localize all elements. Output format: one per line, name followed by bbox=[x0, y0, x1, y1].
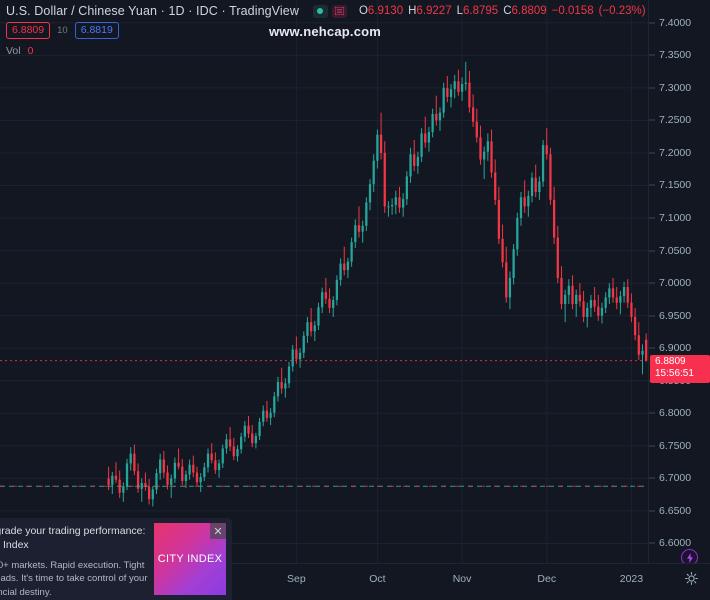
ad-title: Upgrade your trading performance: City I… bbox=[0, 525, 146, 551]
close-icon[interactable]: ✕ bbox=[210, 523, 226, 539]
ad-brand-label: CITY INDEX bbox=[157, 553, 223, 565]
current-price-value: 6.8809 bbox=[655, 355, 686, 367]
price-tick-dash bbox=[649, 119, 655, 121]
legend-toggle-group bbox=[312, 4, 347, 18]
price-tick-label: 6.8000 bbox=[659, 407, 692, 420]
time-tick-label: Oct bbox=[369, 573, 386, 585]
site-watermark: www.nehcap.com bbox=[268, 24, 382, 39]
chart-legend: U.S. Dollar / Chinese Yuan · 1D · IDC · … bbox=[6, 3, 646, 58]
ohlc-high: H6.9227 bbox=[408, 5, 452, 17]
price-tick-label: 6.9000 bbox=[659, 342, 692, 355]
price-tick-dash bbox=[649, 347, 655, 349]
price-tick-label: 6.7500 bbox=[659, 439, 692, 452]
volume-value: 0 bbox=[27, 45, 34, 57]
axis-settings-gear-icon[interactable] bbox=[685, 572, 698, 590]
price-tick-dash bbox=[649, 54, 655, 56]
price-tick-dash bbox=[649, 412, 655, 414]
ohlc-readout: O6.9130 H6.9227 L6.8795 C6.8809 −0.0158 … bbox=[359, 5, 646, 17]
time-tick-label: Nov bbox=[452, 573, 472, 585]
candlestick-plot-area[interactable] bbox=[0, 0, 648, 563]
price-tick-dash bbox=[649, 510, 655, 512]
ohlc-open: O6.9130 bbox=[358, 5, 404, 17]
price-pill-high[interactable]: 6.8819 bbox=[74, 21, 119, 40]
price-tick-label: 7.3500 bbox=[659, 49, 692, 62]
price-tick-label: 7.2500 bbox=[659, 114, 692, 127]
price-tick-dash bbox=[649, 445, 655, 447]
ohlc-low: L6.8795 bbox=[456, 5, 499, 17]
price-tick-label: 7.1000 bbox=[659, 212, 692, 225]
ad-body: 4500+ markets. Rapid execution. Tight sp… bbox=[0, 559, 148, 598]
price-tick-dash bbox=[649, 22, 655, 24]
price-tick-label: 7.2000 bbox=[659, 146, 692, 159]
ad-text-block: Upgrade your trading performance: City I… bbox=[0, 518, 154, 600]
price-tick-label: 6.9500 bbox=[659, 309, 692, 322]
ad-brand-tile[interactable]: CITY INDEX ✕ bbox=[154, 523, 226, 595]
price-tick-dash bbox=[649, 542, 655, 544]
price-tick-label: 7.0500 bbox=[659, 244, 692, 257]
price-tick-dash bbox=[649, 250, 655, 252]
change-absolute: −0.0158 bbox=[551, 5, 594, 17]
current-price-badge[interactable]: 6.8809 15:56:51 bbox=[650, 354, 710, 383]
time-tick-label: Dec bbox=[537, 573, 557, 585]
price-tick-label: 7.0000 bbox=[659, 277, 692, 290]
symbol-title[interactable]: U.S. Dollar / Chinese Yuan · 1D · IDC · … bbox=[6, 4, 299, 18]
current-price-time: 15:56:51 bbox=[655, 368, 694, 380]
ohlc-close: C6.8809 bbox=[503, 5, 547, 17]
time-tick-label: Sep bbox=[287, 573, 306, 585]
legend-title-row: U.S. Dollar / Chinese Yuan · 1D · IDC · … bbox=[6, 3, 646, 19]
price-tick-label: 7.4000 bbox=[659, 16, 692, 29]
time-tick-label: 2023 bbox=[619, 573, 644, 585]
price-tick-dash bbox=[649, 217, 655, 219]
price-axis[interactable]: 6.8809 15:56:51 7.4000 7.3500 7.3000 7.2500… bbox=[648, 0, 710, 563]
price-tick-label: 6.6500 bbox=[659, 504, 692, 517]
advertisement-panel[interactable]: Upgrade your trading performance: City I… bbox=[0, 518, 232, 600]
price-tick-dash bbox=[649, 315, 655, 317]
legend-volume-row: Vol 0 bbox=[6, 44, 646, 58]
pill-period-value: 10 bbox=[57, 25, 68, 36]
visibility-dot-icon[interactable] bbox=[312, 4, 328, 18]
price-tick-dash bbox=[649, 152, 655, 154]
price-tick-dash bbox=[649, 282, 655, 284]
change-percent: (−0.23%) bbox=[598, 5, 646, 17]
price-pill-low[interactable]: 6.8809 bbox=[6, 21, 51, 40]
price-tick-dash bbox=[649, 87, 655, 89]
chart-settings-icon[interactable] bbox=[331, 4, 347, 18]
price-tick-label: 6.6000 bbox=[659, 537, 692, 550]
volume-label: Vol bbox=[6, 45, 21, 57]
candlestick-svg bbox=[0, 0, 648, 563]
price-tick-label: 7.1500 bbox=[659, 179, 692, 192]
legend-pill-row: 6.8809 10 6.8819 bbox=[6, 21, 646, 40]
price-tick-dash bbox=[649, 477, 655, 479]
price-tick-dash bbox=[649, 184, 655, 186]
price-tick-label: 7.3000 bbox=[659, 81, 692, 94]
price-tick-label: 6.7000 bbox=[659, 472, 692, 485]
